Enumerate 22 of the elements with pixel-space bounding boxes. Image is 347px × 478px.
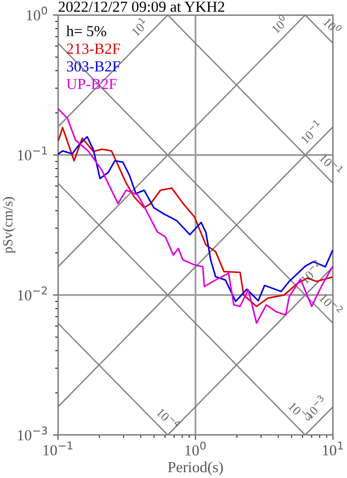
annotation: 10$^{−2}$ [318, 291, 344, 316]
chart-title: 2022/12/27 09:09 at YKH2 [58, 2, 224, 12]
annotation: 10$^{−4}$ [156, 406, 182, 431]
x-tick-label: 10$^{1}$ [322, 442, 343, 456]
annotation: 10$^{−1}$ [298, 119, 324, 144]
annotation: 10$^{0}$ [322, 16, 343, 36]
text: 213-B2F [66, 44, 120, 54]
y-tick-label: 10$^{−2}$ [18, 286, 47, 300]
annotation: 10$^{−1}$ [318, 152, 344, 176]
x-tick-label: 10$^{−1}$ [44, 442, 72, 456]
series-label: UP-B2F [66, 78, 117, 90]
x-axis-title: Period(s) [168, 462, 223, 476]
annotation: h= 5% [66, 26, 106, 36]
annotation: 10$^{−2}$ [298, 259, 324, 284]
text: 303-B2F [66, 61, 120, 72]
x-tick-label: 10$^{0}$ [185, 442, 206, 456]
y-tick-label: 10$^{0}$ [26, 6, 48, 20]
y-tick-label: 10$^{−3}$ [18, 426, 47, 440]
annotation: 10$^{0}$ [269, 14, 290, 34]
y-axis-title: pSv(cm/s) [2, 197, 16, 254]
y-tick-label: 10$^{−1}$ [18, 146, 47, 160]
annotation: 10$^{1}$ [129, 16, 149, 36]
